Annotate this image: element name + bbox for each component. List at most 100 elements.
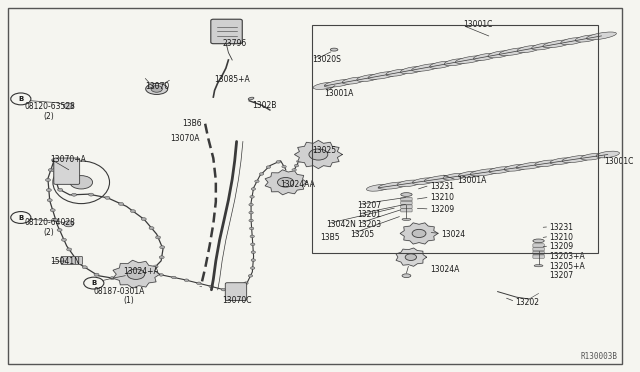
Text: B: B (91, 280, 97, 286)
Ellipse shape (386, 69, 409, 76)
Ellipse shape (535, 160, 558, 167)
Circle shape (46, 189, 51, 192)
Ellipse shape (424, 175, 454, 183)
Text: 13210: 13210 (429, 193, 454, 202)
Ellipse shape (488, 51, 511, 58)
Circle shape (296, 160, 301, 163)
Circle shape (405, 254, 417, 260)
Text: R130003B: R130003B (580, 352, 617, 361)
Circle shape (259, 173, 264, 175)
Ellipse shape (368, 71, 398, 79)
Circle shape (127, 269, 145, 279)
Ellipse shape (517, 45, 540, 52)
Circle shape (249, 219, 253, 222)
FancyBboxPatch shape (533, 244, 544, 247)
Ellipse shape (248, 97, 254, 100)
Ellipse shape (575, 35, 598, 42)
FancyBboxPatch shape (401, 205, 412, 208)
Circle shape (303, 152, 307, 155)
Circle shape (153, 265, 158, 268)
Circle shape (151, 86, 163, 92)
Circle shape (309, 149, 328, 160)
Circle shape (146, 272, 150, 274)
Circle shape (249, 203, 253, 206)
Circle shape (67, 248, 72, 251)
Circle shape (160, 246, 164, 249)
Ellipse shape (402, 218, 411, 221)
FancyBboxPatch shape (61, 256, 83, 264)
Ellipse shape (504, 164, 527, 171)
FancyBboxPatch shape (54, 158, 79, 185)
Circle shape (73, 257, 78, 260)
Circle shape (48, 169, 53, 171)
Circle shape (289, 173, 294, 175)
Text: 13070+A: 13070+A (50, 155, 86, 164)
Text: 13020S: 13020S (312, 55, 341, 64)
Ellipse shape (313, 83, 336, 89)
Polygon shape (113, 260, 160, 288)
Circle shape (294, 164, 299, 167)
Polygon shape (396, 248, 427, 266)
Circle shape (141, 218, 147, 221)
Circle shape (53, 179, 58, 182)
Circle shape (94, 273, 99, 276)
Text: 13205+A: 13205+A (549, 262, 585, 270)
Circle shape (284, 181, 288, 184)
Text: 13209: 13209 (429, 205, 454, 214)
Circle shape (47, 199, 52, 202)
Ellipse shape (401, 193, 412, 196)
Ellipse shape (550, 158, 573, 164)
Ellipse shape (397, 180, 420, 187)
Circle shape (57, 228, 62, 231)
Text: 13B6: 13B6 (182, 119, 202, 128)
Ellipse shape (596, 151, 620, 158)
Ellipse shape (402, 274, 411, 278)
Circle shape (131, 210, 136, 213)
Text: 13070C: 13070C (222, 296, 252, 305)
Circle shape (63, 103, 74, 109)
Circle shape (300, 156, 304, 158)
Text: 13001A: 13001A (457, 176, 486, 185)
Ellipse shape (533, 239, 544, 243)
Circle shape (314, 145, 318, 148)
Ellipse shape (580, 153, 604, 160)
Text: 13201: 13201 (357, 211, 381, 219)
Text: 13085+A: 13085+A (214, 75, 250, 84)
FancyBboxPatch shape (533, 251, 544, 254)
Circle shape (172, 276, 176, 279)
Ellipse shape (474, 54, 497, 61)
Text: 13024: 13024 (441, 230, 465, 239)
Ellipse shape (378, 182, 408, 189)
Circle shape (255, 180, 259, 183)
Ellipse shape (458, 171, 482, 178)
Circle shape (412, 230, 426, 237)
Circle shape (184, 279, 189, 282)
Text: 13202: 13202 (515, 298, 540, 307)
Circle shape (251, 251, 255, 254)
FancyBboxPatch shape (401, 201, 412, 205)
Text: 13231: 13231 (549, 223, 573, 232)
Text: 13B5: 13B5 (320, 233, 340, 243)
Circle shape (45, 179, 51, 182)
Text: 23796: 23796 (222, 39, 246, 48)
Polygon shape (265, 170, 307, 195)
Ellipse shape (444, 59, 467, 66)
Ellipse shape (412, 64, 442, 71)
Circle shape (127, 277, 131, 280)
Circle shape (250, 243, 255, 246)
Circle shape (323, 149, 328, 151)
Circle shape (234, 288, 239, 290)
Ellipse shape (470, 169, 500, 176)
Text: 13207: 13207 (549, 271, 573, 280)
FancyBboxPatch shape (533, 255, 544, 258)
Text: 13207: 13207 (357, 201, 381, 210)
Text: 13209: 13209 (549, 242, 573, 251)
Circle shape (209, 285, 213, 288)
Circle shape (250, 267, 255, 269)
Circle shape (52, 169, 57, 171)
Ellipse shape (499, 48, 529, 55)
Circle shape (250, 196, 254, 198)
Ellipse shape (146, 83, 168, 94)
Circle shape (251, 259, 255, 262)
Ellipse shape (562, 155, 592, 163)
